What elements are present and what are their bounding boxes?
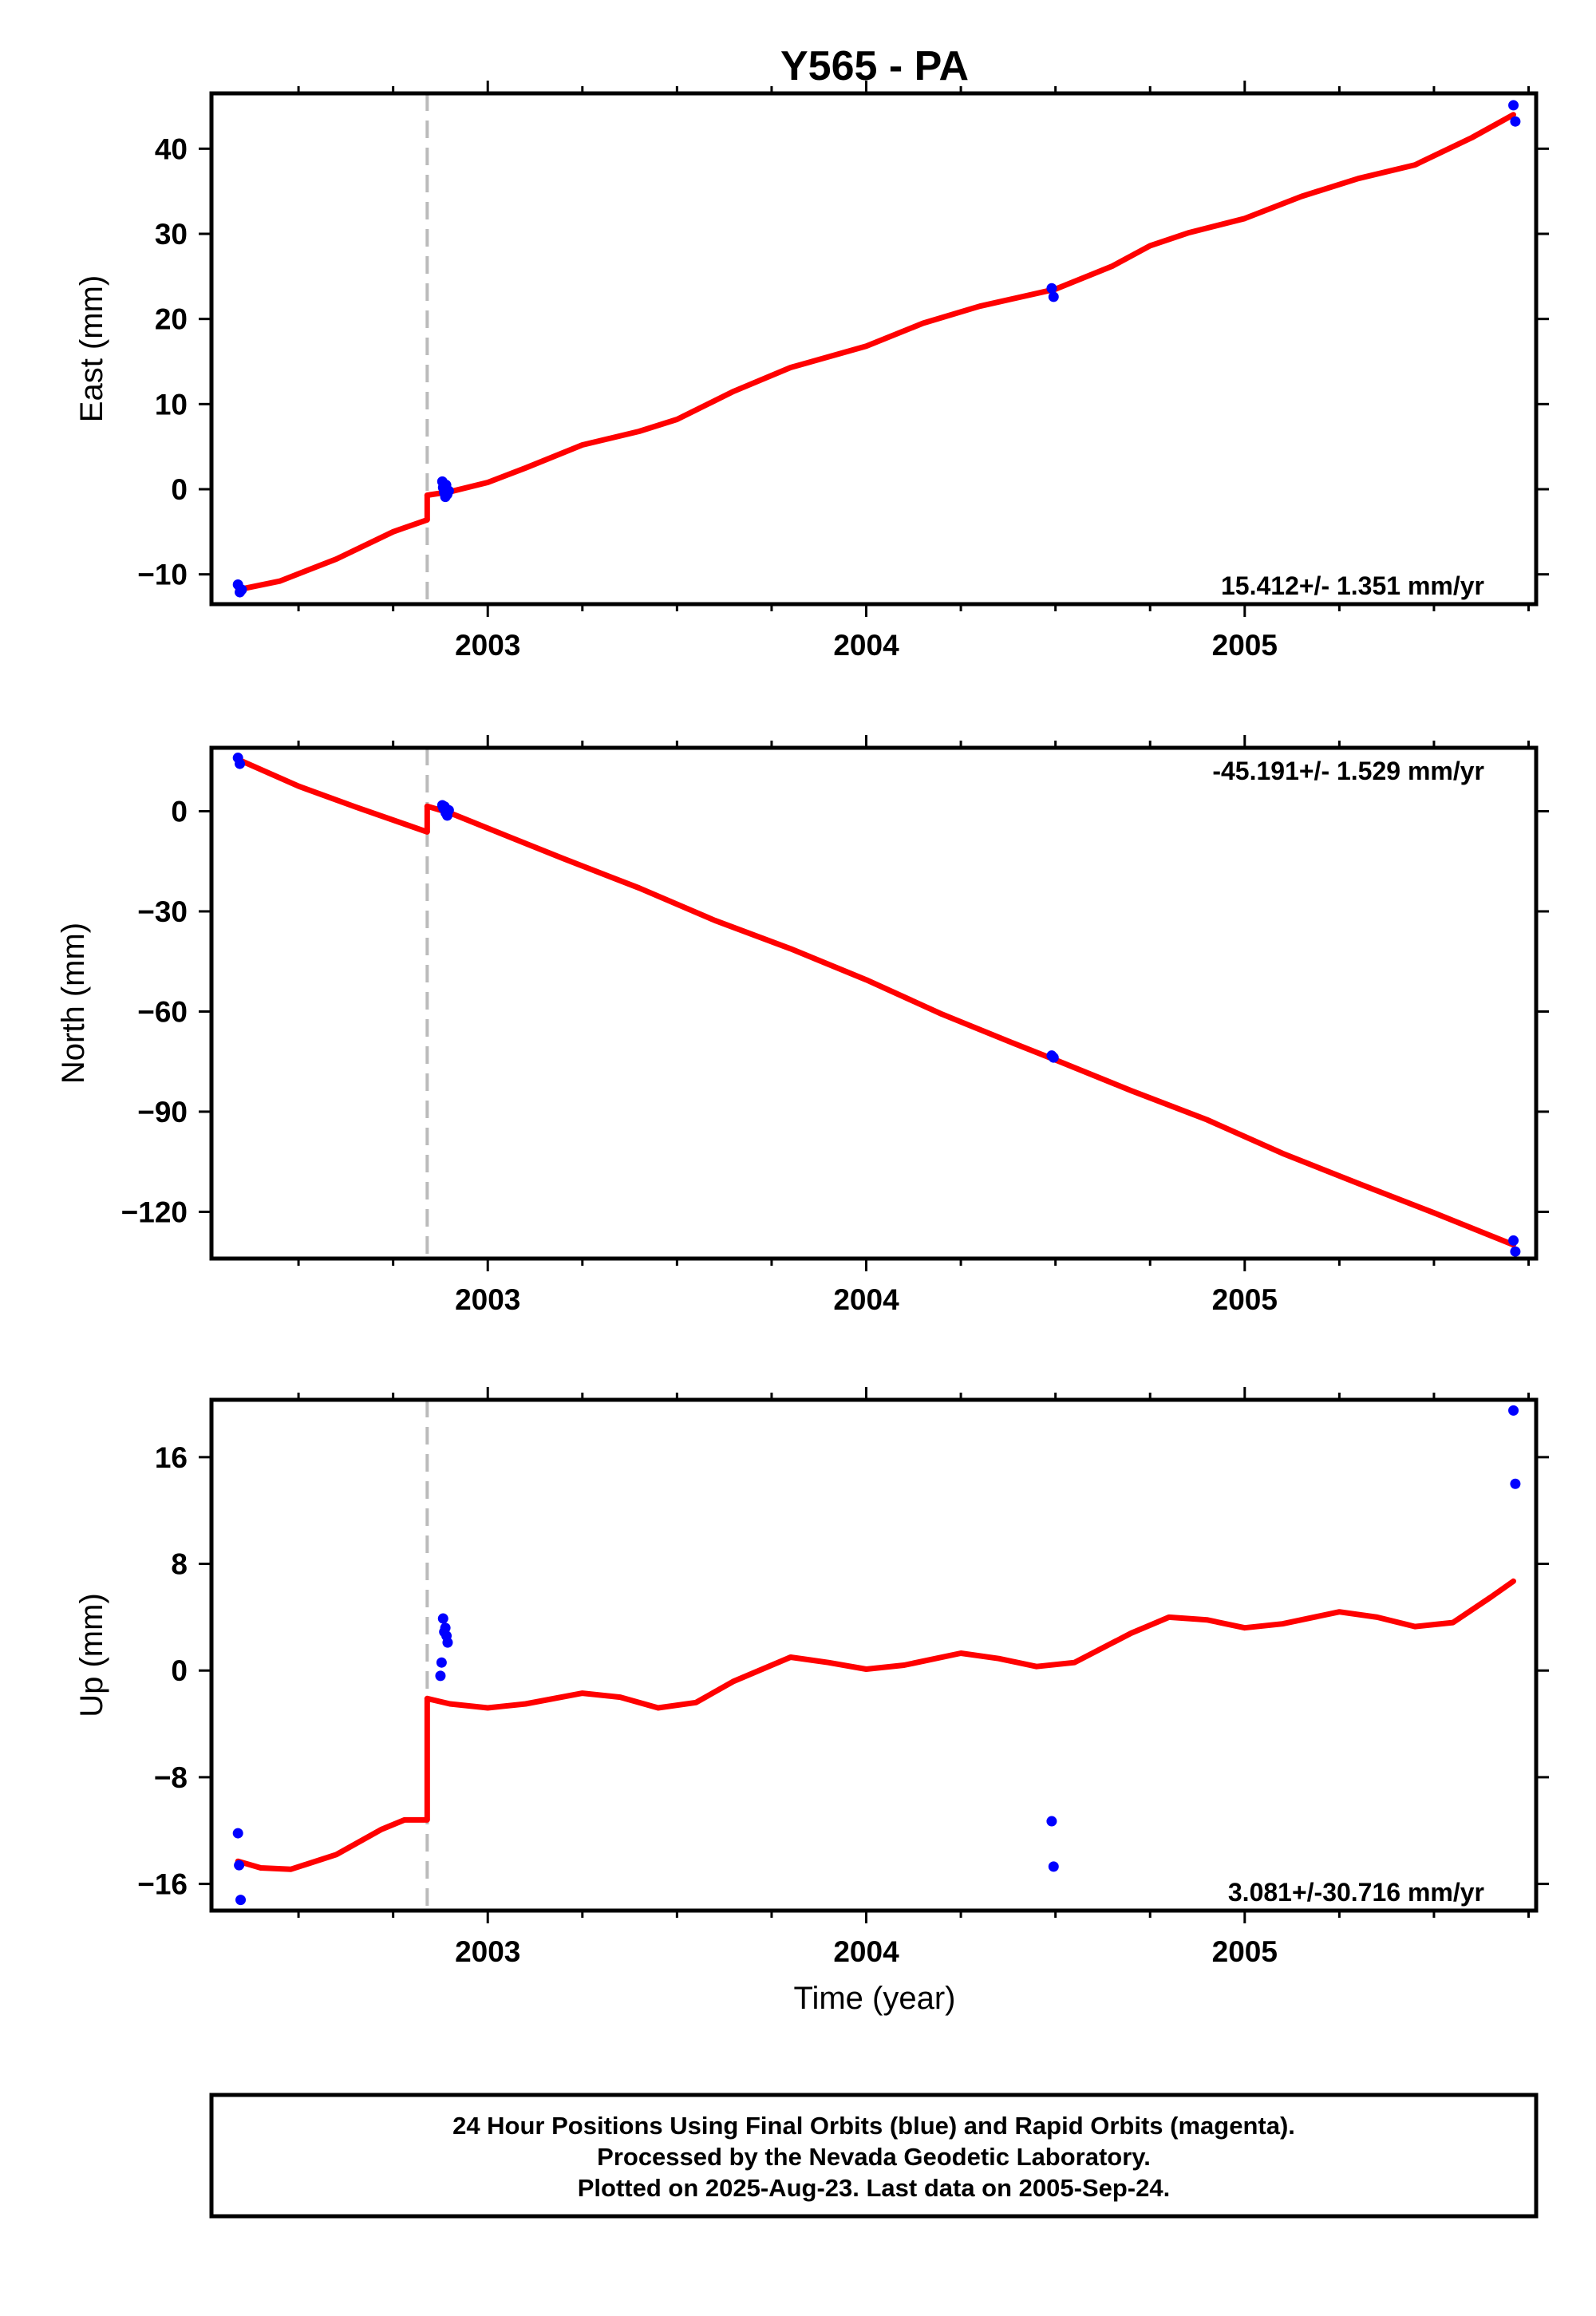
data-point — [1508, 1235, 1519, 1246]
y-axis-label: North (mm) — [56, 923, 91, 1084]
panel-east: 2003 2004 2005 −10 0 10 20 30 40 East (mm) 15.412+… — [74, 81, 1549, 662]
data-point — [443, 485, 454, 496]
y-tick-label: 0 — [171, 473, 188, 506]
x-tick-label: 2005 — [1212, 1283, 1278, 1316]
x-tick-label: 2005 — [1212, 1935, 1278, 1968]
x-tick-label: 2005 — [1212, 629, 1278, 662]
y-tick-label: 10 — [155, 388, 188, 421]
data-point — [232, 1828, 243, 1839]
y-axis-label: Up (mm) — [74, 1593, 109, 1717]
data-point — [1510, 116, 1521, 127]
model-segment-pre — [235, 757, 430, 835]
y-tick-label: 0 — [171, 795, 188, 828]
data-point — [1508, 1405, 1519, 1416]
data-point — [1048, 1052, 1059, 1063]
data-point — [235, 1895, 247, 1906]
footer-line-1: 24 Hour Positions Using Final Orbits (bl… — [452, 2112, 1295, 2140]
data-point — [442, 1637, 453, 1648]
y-tick-label: −16 — [137, 1868, 188, 1901]
chart-title: Y565 - PA — [780, 43, 969, 89]
y-tick-label: −90 — [137, 1096, 188, 1128]
y-tick-label: 8 — [171, 1548, 188, 1581]
y-tick-label: 0 — [171, 1654, 188, 1687]
data-point — [437, 1613, 448, 1624]
rate-label: -45.191+/- 1.529 mm/yr — [1212, 757, 1484, 785]
footer-line-2: Processed by the Nevada Geodetic Laborat… — [597, 2143, 1151, 2171]
y-tick-label: −10 — [137, 559, 188, 591]
data-point — [1048, 1861, 1059, 1872]
x-tick-label: 2003 — [455, 629, 520, 662]
data-point — [443, 804, 454, 816]
data-points — [232, 1405, 1521, 1906]
footer-frame — [209, 2093, 1539, 2219]
data-point — [234, 1860, 245, 1871]
data-point — [1046, 1816, 1057, 1827]
footer-box: 24 Hour Positions Using Final Orbits (bl… — [209, 2093, 1539, 2219]
y-tick-label: 30 — [155, 218, 188, 251]
data-point — [1048, 291, 1059, 302]
model-segment-post — [424, 112, 1516, 498]
panel-north: 2003 2004 2005 0 −30 −60 −90 −120 North (mm) -45.… — [56, 735, 1549, 1316]
data-point — [1510, 1478, 1521, 1489]
y-tick-label: −8 — [154, 1761, 188, 1794]
panels: 2003 2004 2005 −10 0 10 20 30 40 East (mm) 15.412+… — [56, 81, 1549, 1968]
model-fit — [235, 757, 1516, 1248]
data-point — [1510, 1246, 1521, 1257]
model-fit — [235, 112, 1516, 593]
y-tick-label: −120 — [121, 1196, 188, 1228]
data-point — [436, 1657, 447, 1668]
footer-line-3: Plotted on 2025-Aug-23. Last data on 200… — [578, 2174, 1170, 2202]
data-point — [440, 1622, 451, 1634]
x-tick-label: 2003 — [455, 1283, 520, 1316]
rate-label: 15.412+/- 1.351 mm/yr — [1221, 571, 1484, 600]
x-tick-label: 2004 — [833, 1935, 899, 1968]
data-point — [1046, 283, 1057, 294]
panel-up: 2003 2004 2005 −16 −8 0 8 16 Up (mm) 3.081+/-30.7… — [74, 1387, 1549, 1968]
model-segment-post — [424, 1578, 1516, 1711]
data-point — [1508, 100, 1519, 111]
y-tick-label: −60 — [137, 995, 188, 1028]
panel-frame — [209, 1397, 1539, 1913]
y-tick-label: 40 — [155, 132, 188, 165]
x-tick-label: 2004 — [833, 629, 899, 662]
y-tick-label: 16 — [155, 1441, 188, 1474]
data-point — [435, 1670, 446, 1682]
data-point — [235, 758, 246, 769]
data-points — [232, 753, 1521, 1257]
rate-label: 3.081+/-30.716 mm/yr — [1228, 1878, 1484, 1907]
model-segment-post — [424, 803, 1516, 1248]
panel-frame — [209, 745, 1539, 1261]
data-point — [236, 584, 247, 595]
y-tick-label: 20 — [155, 303, 188, 336]
x-tick-label: 2003 — [455, 1935, 520, 1968]
data-points — [232, 100, 1521, 598]
x-tick-label: 2004 — [833, 1283, 899, 1316]
y-tick-label: −30 — [137, 895, 188, 928]
model-segment-pre — [235, 1816, 430, 1872]
panel-frame — [209, 91, 1539, 607]
x-axis-label: Time (year) — [794, 1981, 956, 2016]
model-segment-pre — [235, 516, 430, 593]
model-fit — [235, 1578, 1516, 1872]
y-axis-label: East (mm) — [74, 275, 109, 422]
